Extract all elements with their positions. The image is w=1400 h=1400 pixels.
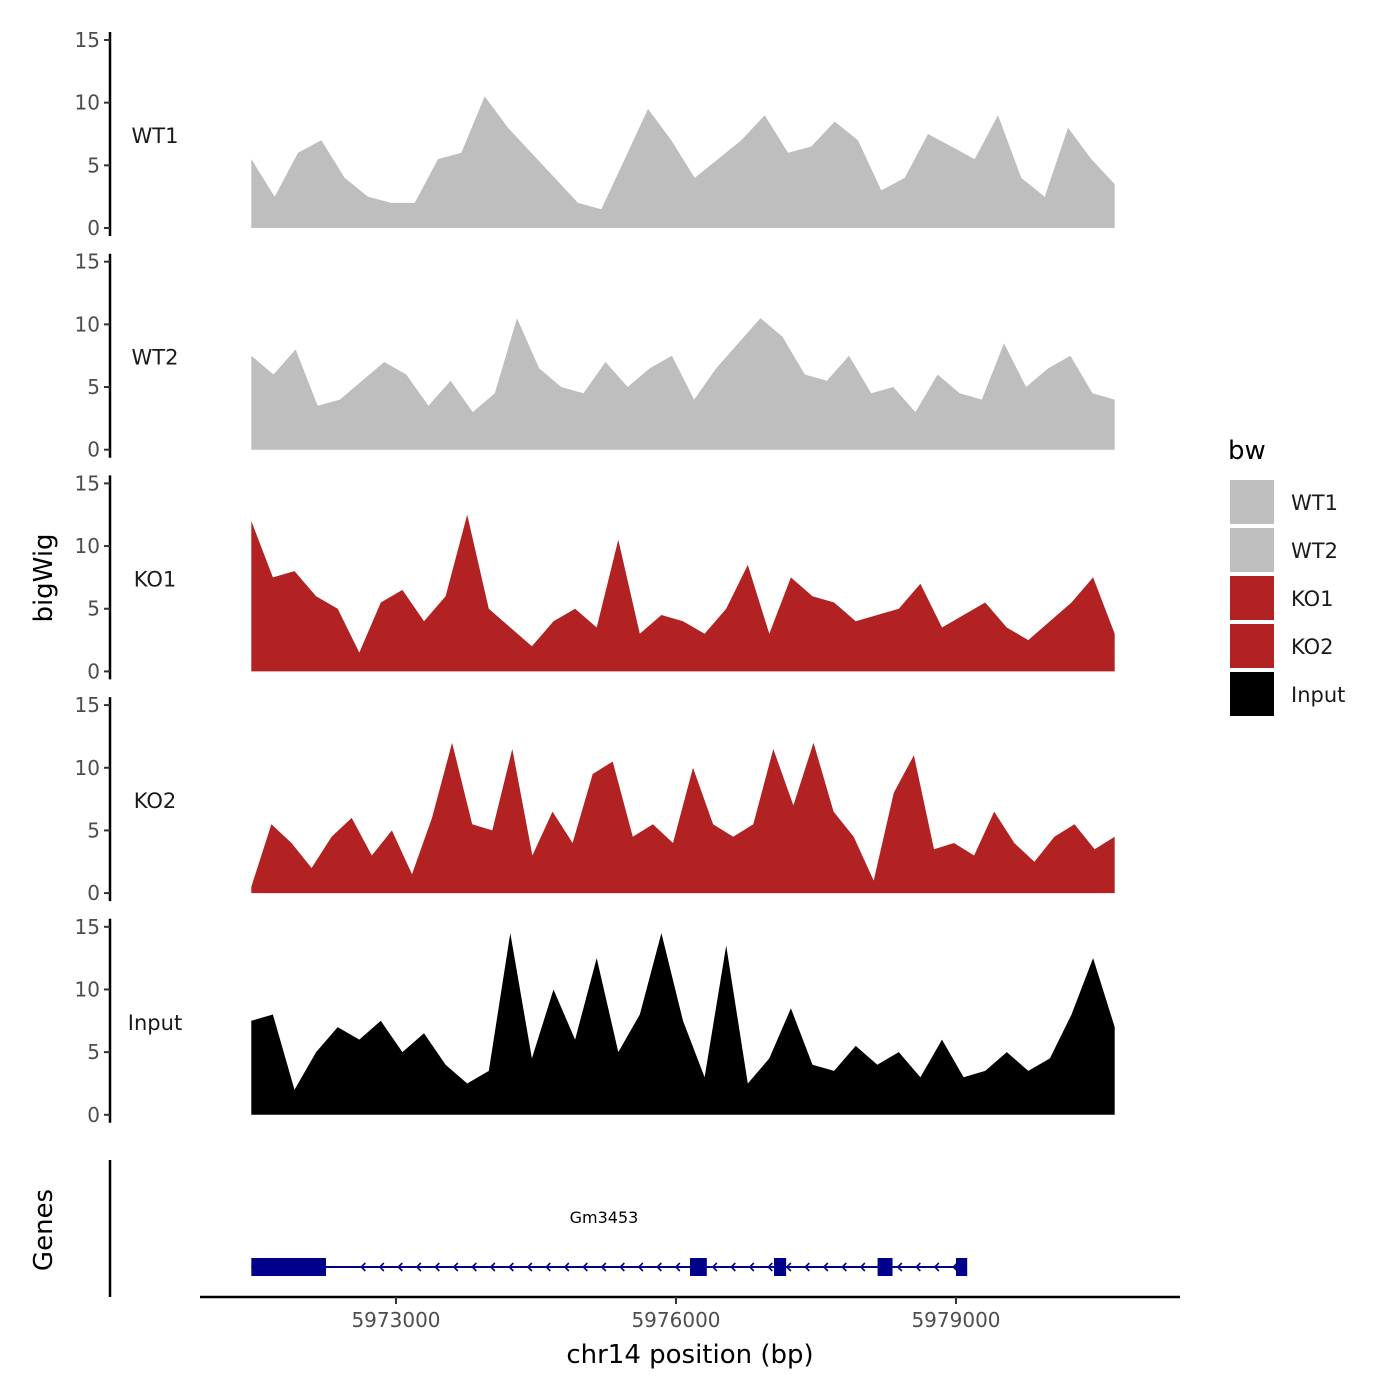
strand-arrow-icon: [415, 1262, 422, 1272]
legend-label-wt2: WT2: [1291, 539, 1338, 563]
strand-arrow-icon: [915, 1262, 921, 1272]
legend-label-ko2: KO2: [1291, 635, 1334, 659]
strand-arrow-icon: [730, 1262, 736, 1272]
legend-label-input: Input: [1291, 683, 1345, 707]
x-tick-label: 5973000: [351, 1308, 440, 1332]
strand-arrow-icon: [637, 1262, 644, 1272]
track-label-input: Input: [128, 1011, 182, 1035]
strand-arrow-icon: [489, 1262, 496, 1272]
gene-exon: [774, 1258, 787, 1276]
y-tick-label: 10: [75, 312, 100, 336]
strand-arrow-icon: [563, 1262, 570, 1272]
strand-arrow-icon: [767, 1262, 773, 1272]
track-area-input: [251, 933, 1115, 1115]
track-ko1: 0 5 10 15 KO1: [75, 471, 1115, 683]
gene-exon: [956, 1258, 968, 1276]
y-tick-label: 5: [87, 1040, 100, 1064]
y-tick-label: 0: [87, 1103, 100, 1127]
strand-arrow-icon: [434, 1262, 440, 1272]
y-tick-label: 10: [75, 756, 100, 780]
track-area-ko2: [251, 742, 1115, 894]
track-wt1: 0 5 10 15 WT1: [75, 28, 1115, 240]
x-axis-title: chr14 position (bp): [566, 1340, 813, 1370]
y-tick-label: 10: [75, 977, 100, 1001]
legend-swatch-ko2: [1230, 624, 1274, 668]
gene-name-label: Gm3453: [570, 1208, 639, 1227]
gene-panel: Gm3453: [108, 1160, 968, 1297]
strand-arrow-icon: [582, 1262, 588, 1272]
track-label-ko1: KO1: [134, 567, 177, 591]
strand-arrow-icon: [656, 1262, 662, 1272]
strand-arrow-icon: [804, 1262, 810, 1272]
gene-exon: [251, 1258, 326, 1276]
strand-arrow-icon: [619, 1262, 625, 1272]
legend-swatch-wt2: [1230, 528, 1274, 572]
strand-arrow-icon: [471, 1262, 477, 1272]
legend-swatch-ko1: [1230, 576, 1274, 620]
y-tick-label: 5: [87, 597, 100, 621]
tracks-area: 0 5 10 15 WT1 0 5 10 15 WT2 0 5 10 15 KO1 0 5 10 15 KO2 0 5 10…: [75, 28, 1115, 1127]
y-tick-label: 5: [87, 375, 100, 399]
strand-arrow-icon: [378, 1262, 385, 1272]
track-area-wt2: [251, 318, 1115, 450]
y-tick-label: 15: [75, 250, 100, 274]
legend: bw WT1 WT2 KO1 KO2 Input: [1228, 436, 1345, 716]
strand-arrow-icon: [841, 1262, 847, 1272]
track-ko2: 0 5 10 15 KO2: [75, 693, 1115, 905]
track-wt2: 0 5 10 15 WT2: [75, 250, 1115, 462]
legend-label-ko1: KO1: [1291, 587, 1334, 611]
strand-arrow-icon: [545, 1262, 551, 1272]
track-label-ko2: KO2: [134, 789, 177, 813]
y-tick-label: 15: [75, 915, 100, 939]
x-tick-label: 5979000: [911, 1308, 1000, 1332]
y-tick-label: 15: [75, 693, 100, 717]
strand-arrow-icon: [397, 1262, 403, 1272]
gene-exon: [877, 1258, 893, 1276]
legend-swatch-input: [1230, 672, 1274, 716]
track-label-wt1: WT1: [132, 124, 179, 148]
legend-swatch-wt1: [1230, 480, 1274, 524]
strand-arrow-icon: [896, 1262, 903, 1272]
track-input: 0 5 10 15 Input: [75, 915, 1115, 1127]
y-tick-label: 5: [87, 153, 100, 177]
strand-arrow-icon: [600, 1262, 607, 1272]
y-tick-label: 0: [87, 881, 100, 905]
x-axis: 5973000 5976000 5979000: [200, 1295, 1180, 1332]
y-tick-label: 0: [87, 659, 100, 683]
strand-arrow-icon: [674, 1262, 681, 1272]
strand-arrow-icon: [748, 1262, 755, 1272]
y-tick-label: 10: [75, 91, 100, 115]
y-tick-label: 0: [87, 438, 100, 462]
strand-arrow-icon: [452, 1262, 459, 1272]
strand-arrow-icon: [822, 1262, 829, 1272]
strand-arrow-icon: [859, 1262, 866, 1272]
x-tick-label: 5976000: [631, 1308, 720, 1332]
genes-panel-title: Genes: [29, 1189, 59, 1271]
y-tick-label: 0: [87, 216, 100, 240]
track-area-ko1: [251, 514, 1115, 672]
strand-arrow-icon: [360, 1262, 366, 1272]
strand-arrow-icon: [526, 1262, 533, 1272]
strand-arrow-icon: [933, 1262, 940, 1272]
y-axis-title: bigWig: [29, 533, 59, 622]
gene-exon: [690, 1258, 707, 1276]
y-tick-label: 10: [75, 534, 100, 558]
y-tick-label: 15: [75, 471, 100, 495]
strand-arrow-icon: [508, 1262, 514, 1272]
strand-arrow-icon: [952, 1262, 958, 1272]
track-area-wt1: [251, 96, 1115, 229]
strand-arrow-icon: [785, 1262, 792, 1272]
track-label-wt2: WT2: [132, 346, 179, 370]
legend-label-wt1: WT1: [1291, 491, 1338, 515]
y-tick-label: 15: [75, 28, 100, 52]
legend-title: bw: [1228, 436, 1266, 466]
y-tick-label: 5: [87, 818, 100, 842]
strand-arrow-icon: [711, 1262, 718, 1272]
